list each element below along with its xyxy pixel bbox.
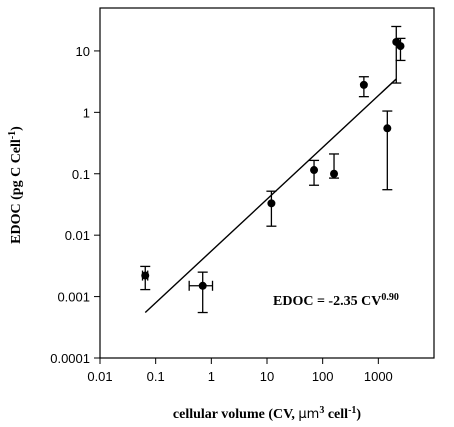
x-tick-label: 1 xyxy=(208,369,215,384)
equation-annotation: EDOC = -2.35 CV0.90 xyxy=(273,292,399,310)
plot-frame xyxy=(99,7,435,359)
y-tick-label: 0.1 xyxy=(72,167,90,182)
x-axis-title-sup2: -1 xyxy=(348,405,356,416)
x-tick-label: 0.01 xyxy=(87,369,112,384)
y-tick-label: 0.0001 xyxy=(50,351,90,366)
y-tick-label: 0.001 xyxy=(57,290,90,305)
x-axis-title-mu: μm xyxy=(298,407,319,422)
equation-exponent: 0.90 xyxy=(381,292,399,303)
data-point xyxy=(141,271,150,280)
data-points xyxy=(141,37,405,290)
equation-text: EDOC = -2.35 CV xyxy=(273,294,381,309)
x-tick-label: 0.1 xyxy=(147,369,165,384)
y-axis-title-end: ) xyxy=(9,126,24,131)
data-point xyxy=(330,169,339,178)
error-bars xyxy=(140,25,406,314)
y-tick-label: 0.01 xyxy=(65,228,90,243)
x-axis-title-mid: cell xyxy=(324,407,348,422)
y-tick-label: 10 xyxy=(76,44,90,59)
x-axis-title: cellular volume (CV, μm3 cell-1) xyxy=(173,405,361,423)
x-tick-label: 10 xyxy=(260,369,274,384)
x-tick-label: 1000 xyxy=(364,369,393,384)
x-axis-title-main: cellular volume (CV, xyxy=(173,407,298,422)
y-axis-title: EDOC (pg C Cell-1) xyxy=(7,126,25,244)
x-tick-label: 100 xyxy=(312,369,334,384)
x-axis-title-end: ) xyxy=(356,407,361,422)
data-point xyxy=(359,80,368,89)
data-point xyxy=(396,42,405,51)
y-tick-label: 1 xyxy=(83,105,90,120)
y-axis-title-main: EDOC (pg C Cell xyxy=(9,139,24,244)
x-axis-title-sup1: 3 xyxy=(319,405,324,416)
y-axis-title-sup: -1 xyxy=(7,131,18,139)
x-axis-ticks: 0.01 0.1 1 10 100 1000 xyxy=(87,358,393,384)
y-axis-ticks: 0.0001 0.001 0.01 0.1 1 10 xyxy=(50,44,100,366)
data-point xyxy=(310,166,319,175)
data-point xyxy=(198,281,207,290)
data-point xyxy=(267,199,276,208)
data-point xyxy=(383,124,392,133)
